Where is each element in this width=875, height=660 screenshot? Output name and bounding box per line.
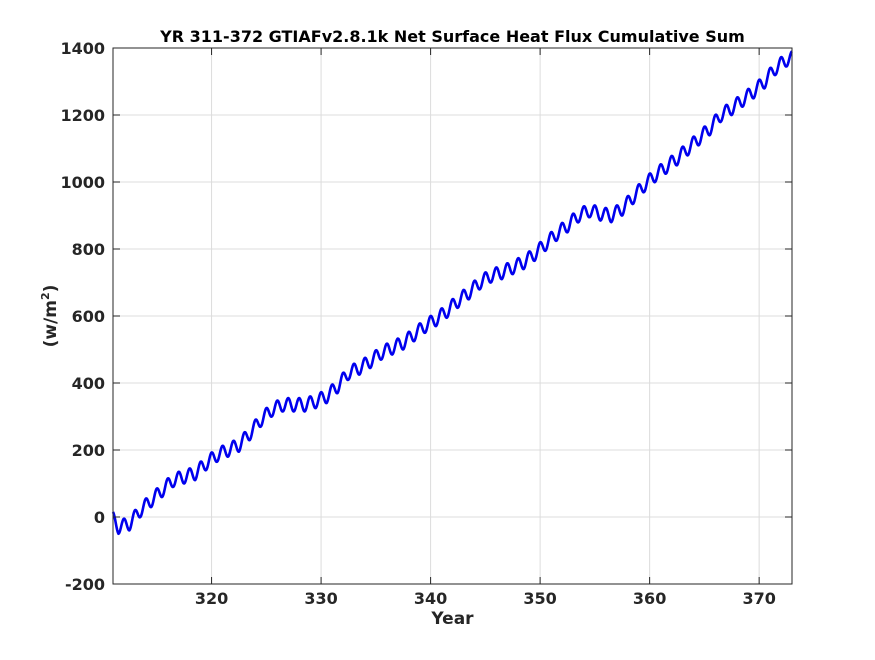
x-tick-label: 370 (742, 589, 775, 608)
x-tick-label: 330 (304, 589, 337, 608)
y-tick-label: 1400 (60, 39, 105, 58)
y-axis-label-end: ) (41, 285, 61, 293)
y-tick-labels: -200 0 200 400 600 800 1000 1200 1400 (60, 39, 105, 594)
y-tick-label: 400 (72, 374, 105, 393)
grid-lines (113, 47, 792, 585)
y-tick-label: 800 (72, 240, 105, 259)
x-tick-label: 360 (633, 589, 666, 608)
x-tick-label: 320 (195, 589, 228, 608)
chart-title: YR 311-372 GTIAFv2.8.1k Net Surface Heat… (159, 27, 745, 46)
series-line (111, 50, 793, 536)
y-tick-label: 600 (72, 307, 105, 326)
y-axis-label-base: (w/m (41, 300, 61, 347)
tick-marks (113, 47, 792, 585)
y-axis-label-superscript: 2 (39, 292, 52, 300)
y-tick-label: 1200 (60, 106, 105, 125)
y-axis-label: (w/m2) (39, 285, 61, 348)
x-tick-label: 340 (414, 589, 447, 608)
y-tick-label: 200 (72, 441, 105, 460)
y-tick-label: 1000 (60, 173, 105, 192)
x-tick-labels: 320 330 340 350 360 370 (195, 589, 776, 608)
x-tick-label: 350 (523, 589, 556, 608)
series-layer (111, 50, 793, 536)
y-tick-label: 0 (94, 508, 105, 527)
x-axis-label: Year (430, 609, 474, 629)
y-tick-label: -200 (65, 575, 105, 594)
